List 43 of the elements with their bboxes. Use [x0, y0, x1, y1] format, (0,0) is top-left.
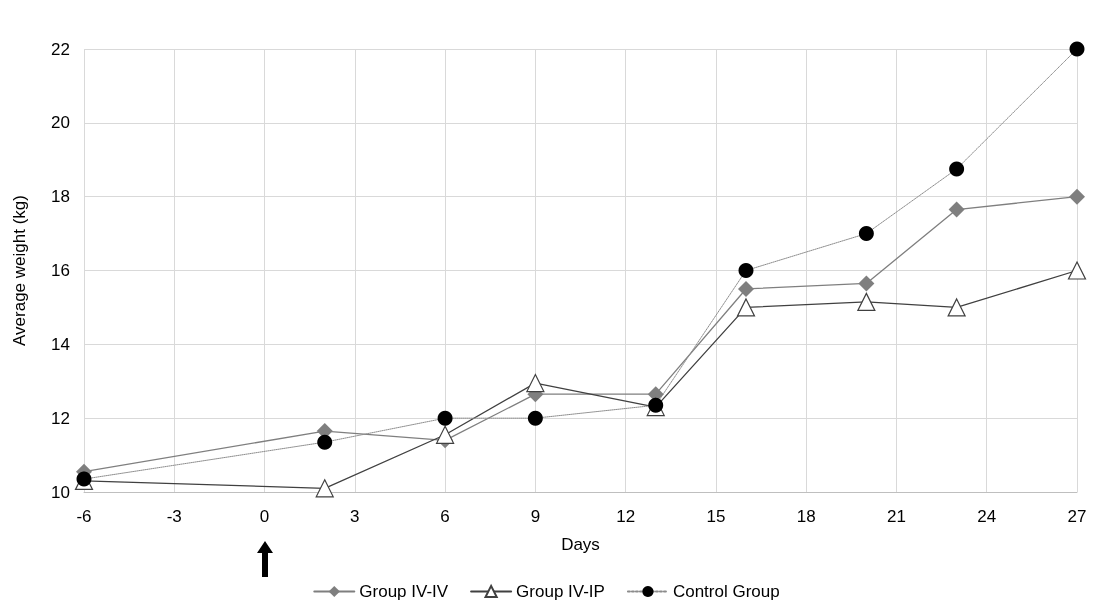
y-tick-label: 22 — [51, 39, 70, 59]
point — [949, 161, 965, 177]
x-tick-label: 0 — [259, 507, 270, 526]
y-tick-label: 18 — [51, 187, 70, 207]
x-tick-label: -6 — [76, 507, 92, 526]
point — [947, 298, 966, 317]
point — [736, 298, 756, 317]
point — [435, 425, 455, 444]
x-tick-label: 12 — [616, 507, 636, 526]
y-tick-label: 10 — [51, 482, 70, 502]
x-tick-label: 18 — [796, 507, 816, 526]
y-tick-label: 14 — [51, 334, 70, 354]
y-tick-label: 12 — [51, 408, 70, 428]
point — [738, 280, 754, 297]
x-tick-label: 24 — [977, 507, 997, 526]
point — [857, 292, 876, 311]
point — [858, 275, 875, 292]
point — [526, 374, 545, 393]
point — [317, 434, 333, 450]
legend-label: Group IV-IP — [516, 582, 605, 601]
legend-label: Control Group — [672, 582, 780, 601]
point — [948, 201, 965, 218]
x-tick-label: 9 — [530, 507, 541, 526]
y-tick-label: 20 — [51, 113, 70, 133]
y-axis-title: Average weight (kg) — [10, 195, 29, 346]
y-tick-label: 16 — [51, 261, 70, 280]
point — [527, 410, 543, 426]
point — [648, 397, 664, 413]
point — [1069, 41, 1085, 57]
point — [858, 226, 874, 242]
point — [1069, 188, 1085, 205]
x-tick-label: 6 — [440, 507, 450, 526]
point — [738, 263, 754, 278]
legend-label: Group IV-IV — [359, 582, 449, 601]
point — [315, 479, 334, 498]
x-tick-label: 15 — [706, 507, 726, 526]
x-tick-label: 3 — [350, 507, 360, 526]
point — [1067, 261, 1087, 280]
x-tick-label: 27 — [1067, 507, 1087, 526]
point — [437, 410, 453, 426]
x-tick-label: -3 — [166, 507, 182, 526]
x-tick-label: 21 — [886, 507, 906, 526]
x-axis-title: Days — [561, 535, 600, 554]
